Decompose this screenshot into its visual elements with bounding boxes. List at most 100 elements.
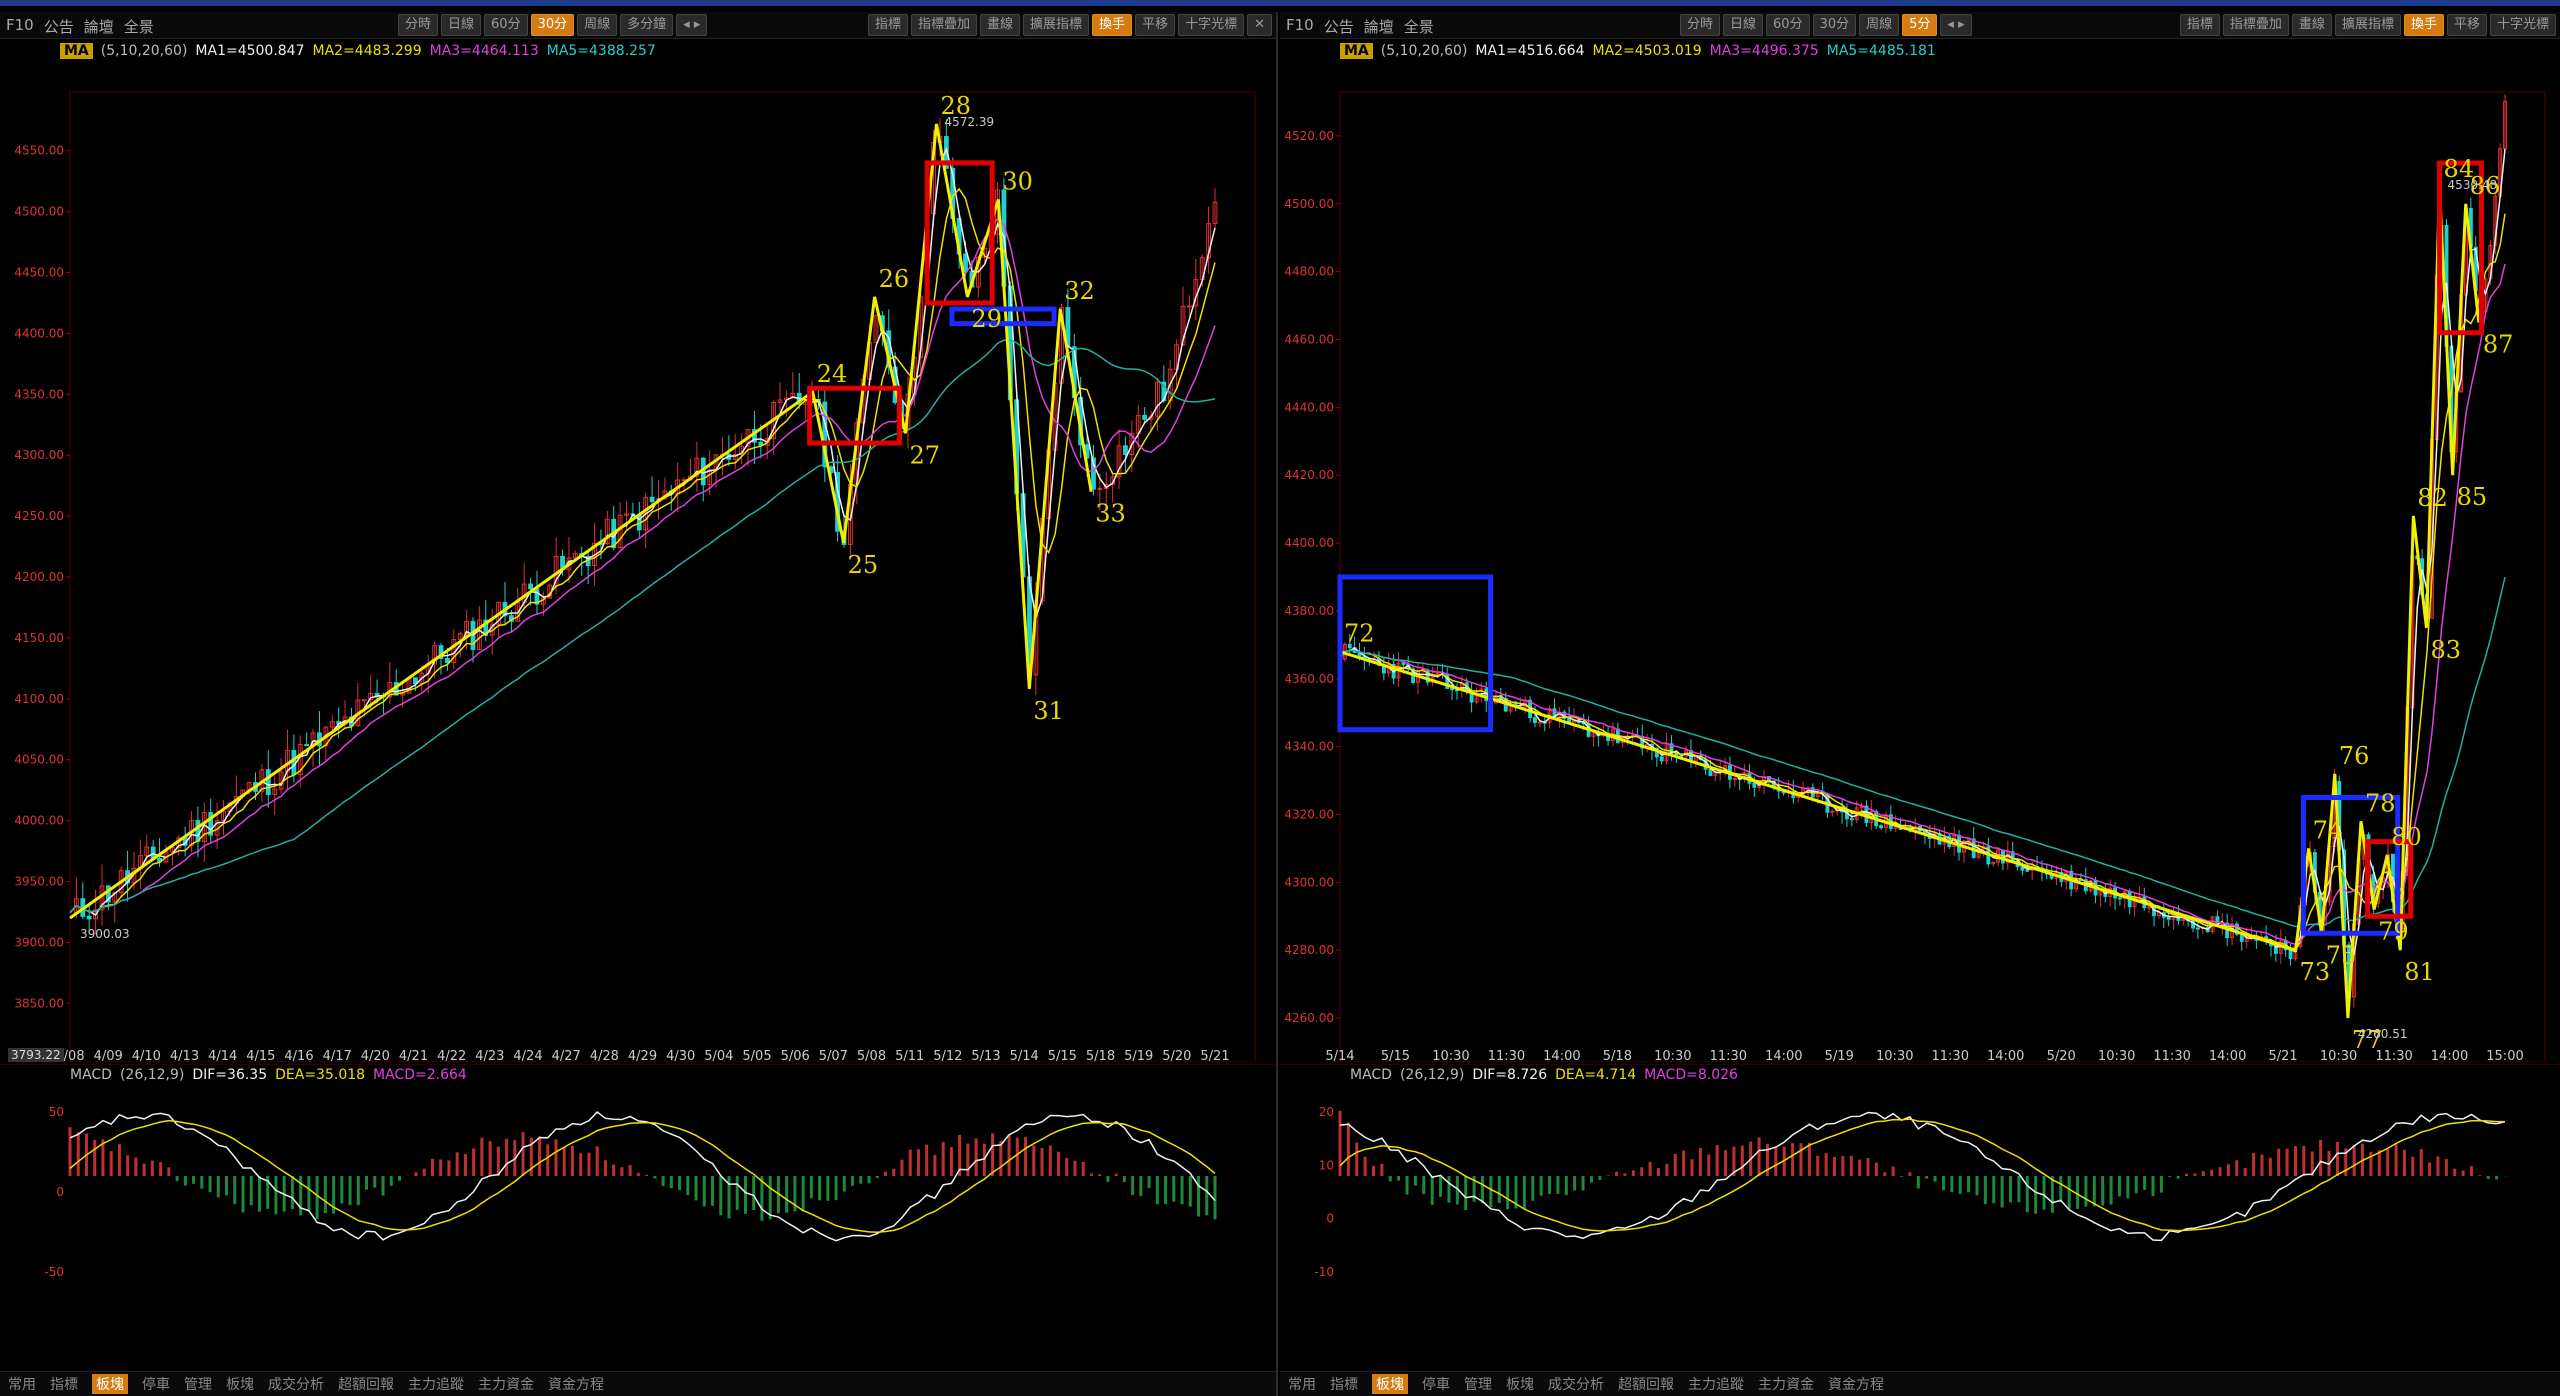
y-tick-label: 4150.00: [14, 631, 64, 645]
x-tick-label: 4/22: [437, 1049, 466, 1062]
pan-button[interactable]: 平移: [2446, 14, 2487, 36]
bottom-tab[interactable]: 板塊: [226, 1377, 254, 1393]
period-tab[interactable]: 分時: [398, 14, 439, 36]
wave-label: 75: [2326, 941, 2357, 969]
candle-body: [195, 820, 201, 842]
y-tick-label: 3900.00: [14, 935, 64, 949]
bottom-tab[interactable]: 超額回報: [338, 1377, 394, 1393]
bottom-tab[interactable]: 資金方程: [548, 1377, 604, 1393]
ma3-value: MA3=4464.113: [429, 43, 539, 59]
period-tab[interactable]: 60分: [484, 14, 528, 36]
indicator-button[interactable]: 指標: [2179, 14, 2220, 36]
candle-body: [1097, 487, 1103, 490]
more-arrows-button[interactable]: ◂ ▸: [676, 14, 708, 36]
period-tab[interactable]: 日線: [441, 14, 482, 36]
announcement-link[interactable]: 公告: [43, 18, 74, 36]
red-box: [807, 385, 902, 446]
wave-label: 24: [817, 360, 848, 388]
period-tab[interactable]: 周線: [1859, 14, 1900, 36]
bottom-tab[interactable]: 主力追蹤: [408, 1377, 464, 1393]
left-price-chart[interactable]: 3850.00 3900.00 3950.00 4000.00 4050.00 4100.…: [0, 62, 1276, 1062]
overlay-button[interactable]: 指標疊加: [2222, 14, 2289, 36]
close-icon[interactable]: ✕: [1247, 14, 1272, 36]
candle-body: [265, 769, 271, 795]
bottom-tab[interactable]: 主力資金: [1758, 1377, 1814, 1393]
candle-body: [1752, 782, 1757, 788]
more-arrows-button[interactable]: ◂ ▸: [1940, 14, 1972, 36]
dif-value: DIF=36.35: [192, 1067, 268, 1083]
bottom-tab[interactable]: 常用: [8, 1377, 36, 1393]
left-ma-legend: MA (5,10,20,60) MA1=4500.847 MA2=4483.29…: [0, 40, 1276, 62]
bottom-tab[interactable]: 指標: [50, 1377, 78, 1393]
draw-button[interactable]: 畫線: [980, 14, 1021, 36]
right-quick-links: F10 公告 論壇 全景: [1286, 16, 1434, 37]
ma-tag[interactable]: MA: [1340, 43, 1373, 59]
candle-body: [643, 496, 649, 531]
macd-params: (26,12,9): [1399, 1067, 1465, 1083]
wave-label: 82: [2417, 484, 2448, 512]
bottom-tab[interactable]: 停車: [142, 1377, 170, 1393]
bottom-tab[interactable]: 成交分析: [1548, 1377, 1604, 1393]
bottom-tab[interactable]: 主力追蹤: [1688, 1377, 1744, 1393]
overview-link[interactable]: 全景: [123, 18, 154, 36]
candle-body: [2147, 906, 2152, 909]
bottom-tab-active[interactable]: 板塊: [1372, 1374, 1408, 1394]
x-tick-label: 11:30: [1710, 1049, 1747, 1062]
left-macd-chart[interactable]: 50 0 -50: [0, 1086, 1276, 1336]
period-tab[interactable]: 多分鐘: [620, 14, 674, 36]
indicator-button[interactable]: 指標: [867, 14, 908, 36]
candle-body: [764, 438, 770, 446]
period-tab[interactable]: 60分: [1766, 14, 1810, 36]
f10-link[interactable]: F10: [6, 16, 34, 34]
period-tab[interactable]: 分時: [1680, 14, 1721, 36]
overview-link[interactable]: 全景: [1403, 18, 1434, 36]
ma-tag[interactable]: MA: [60, 43, 93, 59]
period-tab[interactable]: 30分: [1812, 14, 1857, 36]
period-tab-active[interactable]: 5分: [1902, 14, 1938, 36]
announcement-link[interactable]: 公告: [1323, 18, 1354, 36]
bottom-tab[interactable]: 管理: [184, 1377, 212, 1393]
bottom-tab-active[interactable]: 板塊: [92, 1374, 128, 1394]
draw-button[interactable]: 畫線: [2291, 14, 2332, 36]
ext-indicator-button[interactable]: 擴展指標: [2334, 14, 2401, 36]
bottom-tab[interactable]: 超額回報: [1618, 1377, 1674, 1393]
bottom-tab[interactable]: 成交分析: [268, 1377, 324, 1393]
x-tick-label: 5/19: [1825, 1049, 1854, 1062]
turnover-button[interactable]: 換手: [2403, 14, 2444, 36]
f10-link[interactable]: F10: [1286, 16, 1314, 34]
bottom-tab[interactable]: 板塊: [1506, 1377, 1534, 1393]
y-tick-label: 4450.00: [14, 266, 64, 280]
macd-tag[interactable]: MACD: [1350, 1067, 1392, 1083]
bottom-tab[interactable]: 管理: [1464, 1377, 1492, 1393]
wave-label: 84: [2444, 155, 2475, 183]
y-tick-label: 4420.00: [1284, 468, 1334, 482]
crosshair-button[interactable]: 十字光標: [1178, 14, 1245, 36]
right-price-chart[interactable]: 4260.00 4280.00 4300.00 4320.00 4340.00 4360.…: [1280, 62, 2560, 1062]
period-tab[interactable]: 周線: [577, 14, 618, 36]
bottom-tab[interactable]: 主力資金: [478, 1377, 534, 1393]
bottom-tab[interactable]: 停車: [1422, 1377, 1450, 1393]
period-tab[interactable]: 日線: [1723, 14, 1764, 36]
candle-body: [476, 619, 482, 651]
candle-body: [732, 454, 738, 460]
overlay-button[interactable]: 指標疊加: [911, 14, 978, 36]
crosshair-button[interactable]: 十字光標: [2489, 14, 2556, 36]
x-tick-label: 11:30: [2375, 1049, 2412, 1062]
turnover-button[interactable]: 換手: [1092, 14, 1133, 36]
bottom-tab[interactable]: 資金方程: [1828, 1377, 1884, 1393]
wave-label: 74: [2313, 816, 2344, 844]
x-tick-label: 15:00: [2486, 1049, 2523, 1062]
bottom-tab[interactable]: 指標: [1330, 1377, 1358, 1393]
x-tick-label: 5/18: [1086, 1049, 1115, 1062]
right-macd-legend: MACD (26,12,9) DIF=8.726 DEA=4.714 MACD=…: [1280, 1064, 2560, 1085]
macd-tag[interactable]: MACD: [70, 1067, 112, 1083]
x-tick-label: 5/13: [971, 1049, 1000, 1062]
macd-value: MACD=8.026: [1644, 1067, 1738, 1083]
right-macd-chart[interactable]: 20 10 0 -10: [1280, 1086, 2560, 1336]
period-tab-active[interactable]: 30分: [530, 14, 575, 36]
ext-indicator-button[interactable]: 擴展指標: [1023, 14, 1090, 36]
bottom-tab[interactable]: 常用: [1288, 1377, 1316, 1393]
forum-link[interactable]: 論壇: [83, 18, 114, 36]
forum-link[interactable]: 論壇: [1363, 18, 1394, 36]
pan-button[interactable]: 平移: [1135, 14, 1176, 36]
